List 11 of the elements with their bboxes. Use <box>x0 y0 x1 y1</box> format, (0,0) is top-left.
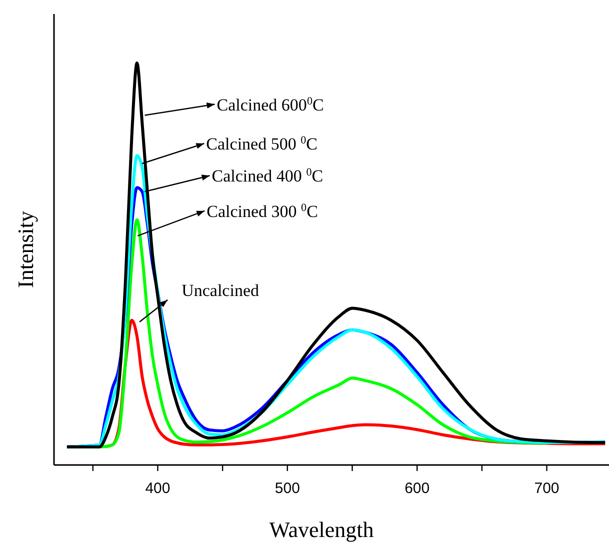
x-tick-label: 600 <box>404 480 430 497</box>
x-tick-label: 700 <box>534 480 560 497</box>
x-tick-label: 500 <box>274 480 300 497</box>
y-axis-title: Intensity <box>13 211 38 288</box>
annotation: Uncalcined <box>182 280 260 300</box>
annotation: Calcined 600$^{0}$C <box>216 95 324 114</box>
x-axis-title: Wavelength <box>269 517 374 542</box>
annotation: Calcined 500 $^{0}$C <box>206 134 318 154</box>
annotation: Calcined 300 $^{0}$C <box>206 202 318 221</box>
annotation: Calcined 400 $^{0}$C <box>212 166 324 186</box>
x-tick-label: 400 <box>145 480 170 497</box>
